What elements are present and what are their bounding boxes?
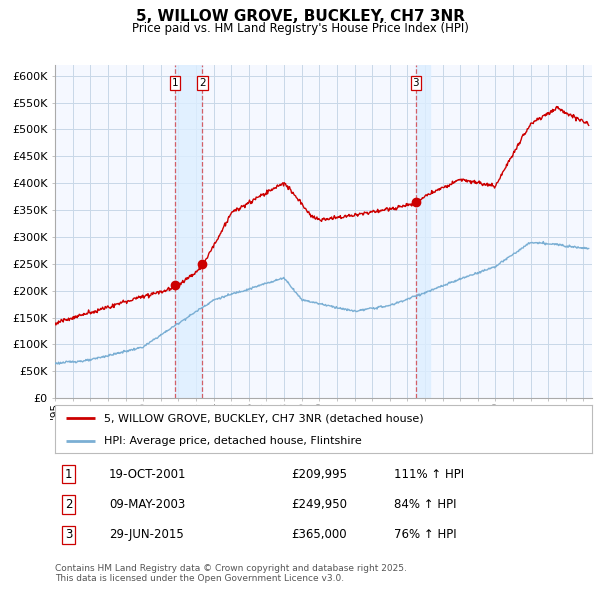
Text: £365,000: £365,000 — [292, 528, 347, 541]
Bar — [175, 65, 202, 398]
Text: 2: 2 — [65, 498, 73, 511]
Text: HPI: Average price, detached house, Flintshire: HPI: Average price, detached house, Flin… — [104, 436, 361, 446]
Text: 3: 3 — [413, 78, 419, 88]
Text: 29-JUN-2015: 29-JUN-2015 — [109, 528, 184, 541]
Text: 111% ↑ HPI: 111% ↑ HPI — [394, 468, 464, 481]
Text: £209,995: £209,995 — [292, 468, 347, 481]
Text: Contains HM Land Registry data © Crown copyright and database right 2025.
This d: Contains HM Land Registry data © Crown c… — [55, 563, 407, 583]
Text: 84% ↑ HPI: 84% ↑ HPI — [394, 498, 456, 511]
Bar — [416, 65, 430, 398]
Text: 5, WILLOW GROVE, BUCKLEY, CH7 3NR: 5, WILLOW GROVE, BUCKLEY, CH7 3NR — [136, 9, 464, 24]
Text: 5, WILLOW GROVE, BUCKLEY, CH7 3NR (detached house): 5, WILLOW GROVE, BUCKLEY, CH7 3NR (detac… — [104, 413, 423, 423]
Text: 1: 1 — [172, 78, 178, 88]
Text: 2: 2 — [199, 78, 206, 88]
Text: Price paid vs. HM Land Registry's House Price Index (HPI): Price paid vs. HM Land Registry's House … — [131, 22, 469, 35]
Text: 3: 3 — [65, 528, 73, 541]
Text: 1: 1 — [65, 468, 73, 481]
Text: 76% ↑ HPI: 76% ↑ HPI — [394, 528, 456, 541]
Text: 09-MAY-2003: 09-MAY-2003 — [109, 498, 185, 511]
Text: £249,950: £249,950 — [292, 498, 347, 511]
Text: 19-OCT-2001: 19-OCT-2001 — [109, 468, 187, 481]
